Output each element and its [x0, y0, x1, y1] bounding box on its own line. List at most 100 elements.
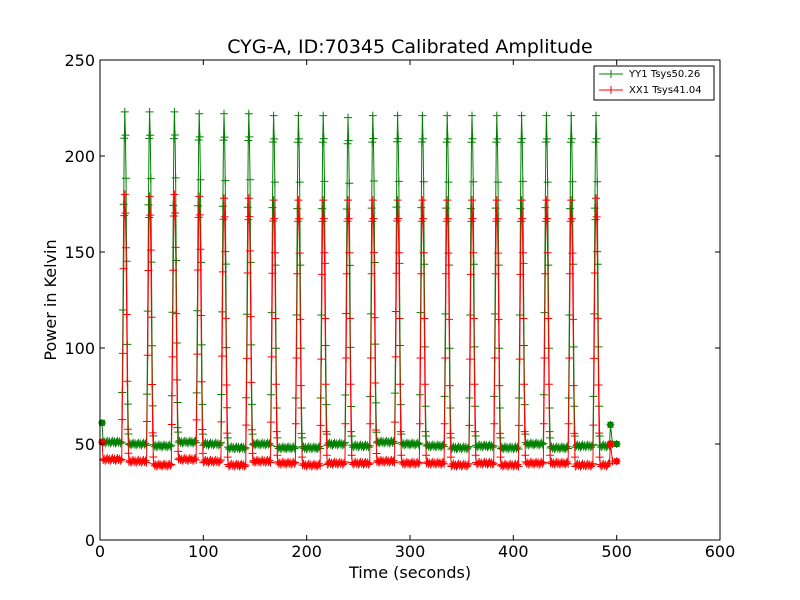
series-1-point-374	[419, 248, 428, 257]
series-1-point-24	[120, 190, 129, 199]
series-0-point-573	[590, 204, 599, 213]
series-0-point-432	[469, 177, 478, 186]
series-1-point-259	[321, 314, 330, 323]
series-1-point-163	[240, 462, 249, 471]
series-1-point-115	[197, 377, 206, 386]
series-1-point-541	[564, 459, 573, 468]
series-0-point-140	[220, 109, 228, 118]
series-0-point-25	[121, 131, 130, 140]
series-1-point-228	[295, 214, 304, 223]
series-0-point-548	[568, 177, 577, 186]
series-1-point-569	[587, 461, 596, 470]
series-1-point-310	[366, 419, 375, 428]
series-0-point-577	[593, 177, 602, 186]
series-1-point-464	[495, 429, 504, 438]
series-0-point-403	[444, 178, 453, 187]
series-1-point-142	[221, 247, 230, 256]
series-1	[98, 190, 621, 471]
series-1-point-435	[471, 427, 480, 436]
series-0-point-134	[215, 440, 224, 448]
series-1-point-18	[116, 456, 125, 465]
series-0-point-461	[494, 178, 503, 187]
series-1-point-345	[394, 248, 403, 257]
series-1-point-80	[169, 266, 178, 275]
series-1-point-231	[296, 381, 305, 390]
series-1-point-51	[144, 266, 153, 275]
series-0-point-198	[269, 111, 278, 120]
series-1-point-340	[391, 352, 400, 361]
series-1-point-460	[493, 214, 502, 223]
series-0-point-26	[122, 174, 131, 183]
series-1-point-170	[245, 212, 254, 221]
series-1-point-254	[318, 270, 327, 279]
series-0-point-576	[592, 134, 601, 143]
series-1-point-28	[123, 377, 132, 386]
series-1-point-579	[594, 381, 603, 390]
series-0-point-221	[290, 444, 299, 453]
y-tick-label-2: 100	[64, 339, 95, 358]
series-0-point-515	[541, 203, 550, 212]
series-1-point-542	[564, 419, 573, 428]
series-1-point-485	[515, 355, 524, 364]
series-0-point-227	[294, 111, 303, 120]
series-1-point-192	[265, 456, 274, 465]
series-1-point-309	[365, 459, 374, 468]
series-0-point-401	[443, 111, 452, 120]
series-1-point-116	[198, 425, 207, 434]
series-1-point-577	[593, 247, 602, 256]
series-0-point-486	[516, 204, 525, 213]
x-tick-label-1: 100	[188, 542, 219, 561]
series-1-point-312	[367, 269, 376, 278]
series-1-point-220	[289, 457, 298, 466]
series-1-point-280	[340, 457, 349, 466]
series-1-point-58	[148, 428, 157, 437]
series-1-point-109	[194, 265, 203, 274]
series-1-point-167	[243, 268, 252, 277]
series-0-point-52	[145, 134, 154, 143]
series-1-point-57	[148, 380, 157, 389]
series-1-point-225	[293, 269, 302, 278]
series-0-point-341	[392, 203, 401, 212]
series-1-point-198	[269, 196, 278, 205]
series-1-point-46	[140, 457, 149, 466]
x-tick-label-5: 500	[601, 542, 632, 561]
series-1-point-141	[220, 212, 229, 221]
series-1-point-249	[314, 461, 323, 470]
series-0-point-171	[246, 175, 255, 184]
series-1-point-490	[518, 248, 527, 257]
series-1-point-434	[470, 380, 479, 389]
series-0-point-482	[513, 443, 522, 452]
series-1-point-194	[267, 418, 276, 427]
series-1-point-261	[322, 427, 331, 436]
series-1-point-76	[166, 461, 175, 470]
series-1-point-83	[171, 208, 180, 217]
series-0-point-84	[171, 173, 180, 182]
series-1-point-281	[341, 419, 350, 428]
series-1-point-372	[418, 196, 427, 205]
series-0-point-287	[345, 179, 354, 188]
series-1-point-17	[115, 454, 124, 463]
series-1-point-195	[267, 352, 276, 361]
y-tick-label-5: 250	[64, 51, 95, 70]
series-1-point-522	[545, 427, 554, 436]
series-0-point-372	[418, 111, 427, 120]
series-0-point-228	[295, 134, 304, 143]
series-0-point-109	[194, 201, 203, 210]
series-1-point-551	[570, 429, 579, 438]
series-0-point-343	[393, 111, 402, 120]
series-0-endpoint-1	[613, 441, 620, 447]
series-0-point-488	[517, 111, 526, 120]
series-1-point-396	[440, 459, 449, 468]
series-1-point-512	[539, 458, 548, 467]
series-0-point-200	[270, 178, 279, 187]
series-1-point-196	[268, 269, 277, 278]
series-1-point-135	[216, 455, 225, 464]
series-0-point-112	[195, 132, 204, 141]
series-1-point-589	[603, 461, 612, 470]
series-0-point-308	[364, 443, 373, 452]
series-0-point-256	[319, 111, 328, 120]
series-0-point-395	[439, 440, 448, 449]
series-1-point-162	[239, 460, 248, 469]
series-1-point-457	[491, 269, 500, 278]
series-1-endpoint-2	[607, 441, 614, 447]
